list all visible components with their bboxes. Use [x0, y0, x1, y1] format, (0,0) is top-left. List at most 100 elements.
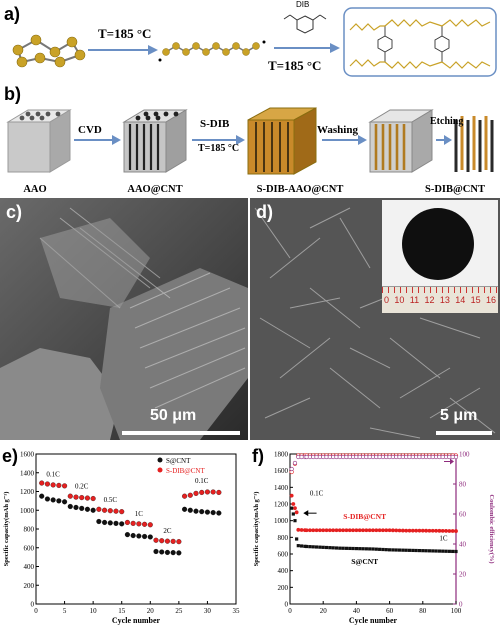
data-point-S-DIB@CNT — [136, 521, 142, 527]
sdib-block — [247, 107, 317, 175]
data-point-S@CNT — [368, 547, 372, 551]
data-point-S-DIB@CNT — [334, 528, 339, 533]
ruler-tick: 15 — [470, 295, 481, 305]
data-point-S-DIB@CNT — [84, 495, 90, 501]
data-point-S-DIB@CNT — [79, 495, 85, 501]
caption-aao: AAO — [23, 184, 47, 195]
data-point-S@CNT — [210, 510, 216, 516]
data-point-S-DIB@CNT — [296, 527, 301, 532]
data-point-S@CNT — [374, 547, 378, 551]
panel-e-label: e) — [2, 446, 19, 466]
annotation-1c: 1C — [439, 535, 448, 543]
data-point-S@CNT — [303, 544, 307, 548]
ruler-tick: 0 — [384, 295, 390, 305]
data-point-S-DIB@CNT — [113, 508, 119, 514]
data-point-S-DIB@CNT — [381, 528, 385, 533]
data-point-S@CNT — [334, 546, 339, 550]
data-point-S-DIB@CNT — [124, 519, 130, 525]
data-point-S@CNT — [447, 549, 451, 553]
data-point-S@CNT — [364, 547, 368, 551]
data-point-S-DIB@CNT — [327, 528, 332, 533]
y-tick-label: 1000 — [20, 507, 35, 515]
data-point-S-DIB@CNT — [444, 529, 448, 533]
data-point-S@CNT — [79, 505, 85, 511]
data-point-S-DIB@CNT — [304, 528, 309, 533]
step-washing: Washing — [317, 124, 358, 136]
ruler-tick: 14 — [455, 295, 466, 305]
data-point-S@CNT — [311, 545, 315, 549]
step-temp: T=185 °C — [198, 143, 240, 154]
data-point-S-DIB@CNT — [73, 494, 79, 500]
ruler-tick: 10 — [394, 295, 405, 305]
x-tick-label: 40 — [353, 607, 361, 615]
chart-e: 0 5 10 15 20 25 30 35 0 200 400 600 800 1000 1200 1400 1… — [3, 451, 240, 626]
data-point-S-DIB@CNT — [341, 528, 346, 533]
step1-label: T=185 °C — [98, 26, 152, 41]
axis-arrow-left-head — [303, 510, 309, 517]
dib-molecule — [283, 14, 327, 34]
data-point-S@CNT — [437, 549, 441, 553]
data-point-S-DIB@CNT — [67, 493, 73, 499]
x-tick-label: 80 — [419, 607, 427, 615]
y2-axis-label: Coulombic efficiency(%) — [488, 494, 495, 563]
data-point-S@CNT — [338, 546, 342, 550]
data-point-S@CNT — [431, 549, 435, 553]
data-point-S-DIB@CNT — [430, 528, 435, 533]
copolymer-structure — [377, 26, 450, 62]
x-tick-label: 20 — [147, 607, 155, 615]
polysulfide-chain — [165, 45, 257, 53]
data-point-S@CNT — [102, 519, 108, 525]
series-label-sdib: S-DIB@CNT — [343, 512, 386, 521]
legend-text: S-DIB@CNT — [166, 467, 205, 475]
rate-label: 0.2C — [75, 483, 89, 491]
legend-marker — [157, 467, 163, 473]
data-point-S-DIB@CNT — [314, 528, 319, 533]
data-point-S-DIB@CNT — [107, 508, 113, 514]
data-point-S@CNT — [107, 520, 113, 526]
data-point-S@CNT — [142, 533, 148, 540]
x-tick-label: 0 — [34, 607, 38, 615]
data-point-CE S@CNT — [453, 454, 459, 460]
y-tick-label: 400 — [278, 567, 289, 575]
aao-block — [6, 109, 72, 173]
panel-f-label: f) — [252, 446, 264, 466]
data-point-S-DIB@CNT — [324, 528, 329, 533]
y2-tick-label: 40 — [459, 541, 467, 549]
panel-a-scheme — [12, 7, 497, 77]
data-point-S-DIB@CNT — [317, 528, 322, 533]
data-point-S-DIB@CNT — [407, 528, 412, 533]
rate-label: 0.5C — [104, 496, 118, 504]
data-point-S@CNT — [401, 548, 405, 552]
data-point-S@CNT — [136, 533, 142, 539]
series-label-scnt: S@CNT — [351, 557, 378, 566]
data-point-S@CNT — [199, 509, 205, 515]
ruler-tick: 12 — [424, 295, 435, 305]
data-point-S-DIB@CNT — [347, 528, 352, 533]
data-point-S@CNT — [404, 548, 408, 552]
rate-label: 0.1C — [195, 477, 209, 485]
data-point-S@CNT — [113, 520, 119, 526]
y-tick-label: 0 — [31, 601, 35, 609]
data-point-S-DIB@CNT — [44, 481, 50, 487]
ruler-tick: 11 — [409, 295, 420, 305]
data-point-S-DIB@CNT — [311, 528, 316, 533]
data-point-S-DIB@CNT — [182, 493, 188, 499]
rate-label: 1C — [135, 510, 144, 518]
data-point-S@CNT — [295, 537, 299, 541]
rate-label: 2C — [163, 527, 172, 535]
y2-tick-label: 0 — [459, 601, 463, 609]
x-tick-label: 20 — [320, 607, 328, 615]
data-point-S@CNT — [296, 544, 300, 548]
data-point-S-DIB@CNT — [147, 522, 153, 528]
data-point-S-DIB@CNT — [50, 482, 56, 488]
data-point-S@CNT — [378, 547, 382, 551]
data-point-S-DIB@CNT — [394, 528, 399, 533]
data-point-S@CNT — [300, 544, 304, 548]
data-point-S@CNT — [291, 512, 295, 516]
data-point-S@CNT — [384, 548, 388, 552]
sem-d-texture — [250, 198, 500, 440]
data-point-S@CNT — [62, 499, 68, 505]
data-point-S-DIB@CNT — [354, 528, 359, 533]
y-tick-label: 600 — [278, 551, 289, 559]
y-tick-label: 1400 — [20, 469, 35, 477]
